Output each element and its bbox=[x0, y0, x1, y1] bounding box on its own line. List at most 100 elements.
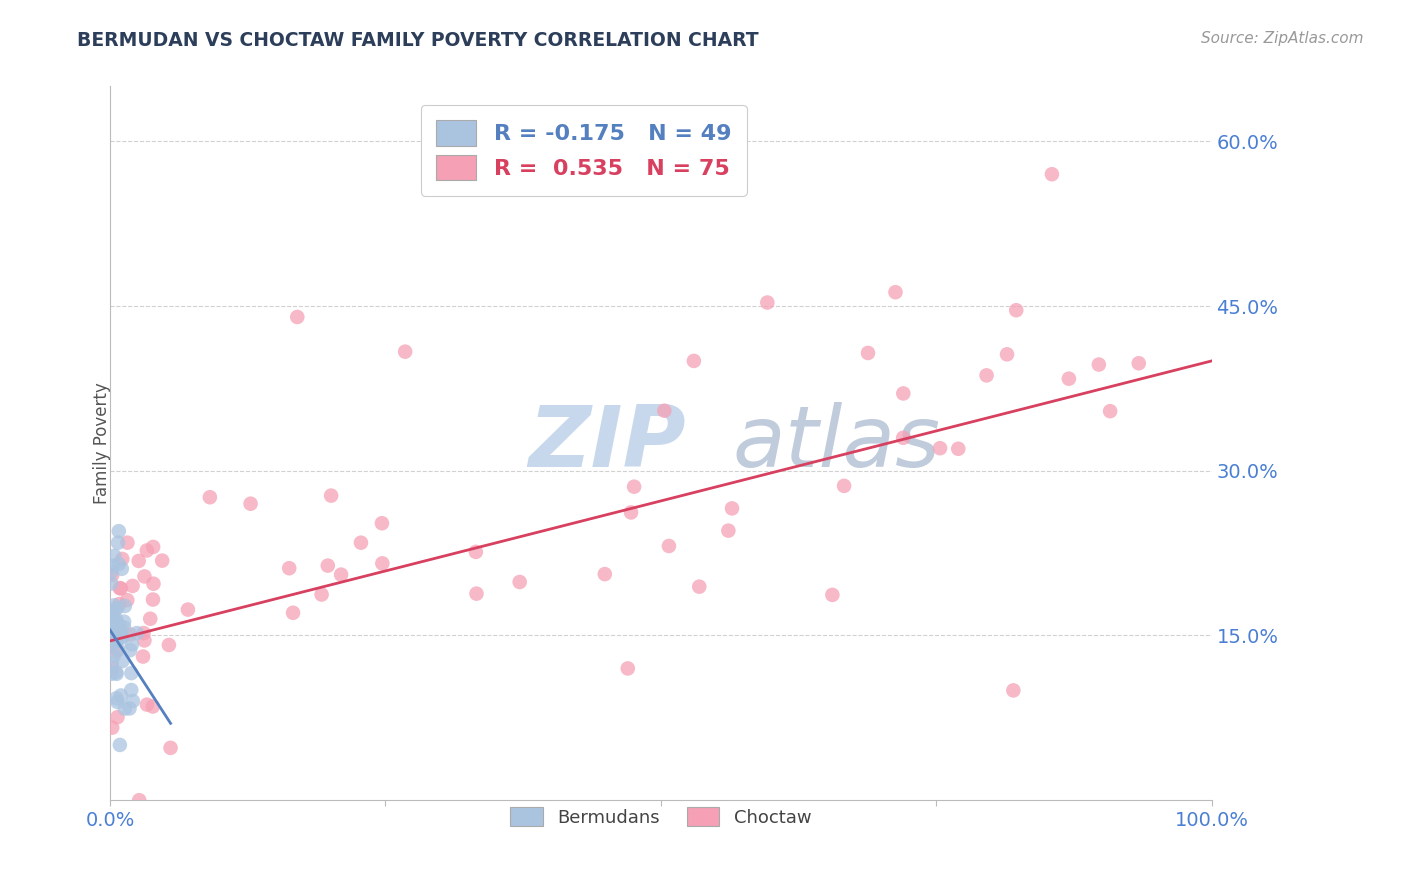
Point bbox=[108, 597, 131, 611]
Point bbox=[114, 701, 136, 715]
Text: ZIP: ZIP bbox=[529, 401, 686, 484]
Point bbox=[464, 545, 486, 559]
Point bbox=[128, 554, 150, 568]
Point bbox=[108, 581, 131, 595]
Point bbox=[103, 599, 125, 613]
Point bbox=[120, 627, 142, 641]
Point bbox=[103, 648, 125, 663]
Point bbox=[101, 558, 124, 573]
Point bbox=[285, 310, 308, 324]
Point bbox=[623, 480, 645, 494]
Point bbox=[107, 524, 129, 538]
Point bbox=[278, 561, 301, 575]
Point bbox=[616, 661, 638, 675]
Point bbox=[394, 344, 416, 359]
Point bbox=[321, 489, 343, 503]
Point bbox=[132, 649, 155, 664]
Point bbox=[142, 576, 165, 591]
Point bbox=[884, 285, 907, 300]
Point bbox=[120, 683, 142, 698]
Point bbox=[103, 602, 125, 616]
Point bbox=[103, 549, 125, 563]
Point bbox=[948, 442, 970, 456]
Point bbox=[105, 695, 128, 709]
Point bbox=[108, 738, 131, 752]
Point bbox=[101, 721, 124, 735]
Point bbox=[856, 346, 879, 360]
Point bbox=[121, 579, 143, 593]
Point bbox=[101, 661, 124, 675]
Point bbox=[717, 524, 740, 538]
Point bbox=[100, 666, 122, 681]
Point bbox=[120, 666, 142, 681]
Point bbox=[101, 568, 124, 582]
Point bbox=[105, 666, 128, 681]
Point bbox=[134, 569, 156, 583]
Point bbox=[1005, 303, 1028, 318]
Point bbox=[107, 710, 129, 724]
Point bbox=[139, 612, 162, 626]
Point bbox=[105, 601, 128, 615]
Point bbox=[103, 620, 125, 634]
Point bbox=[101, 617, 124, 632]
Point bbox=[107, 620, 129, 634]
Point bbox=[100, 565, 122, 579]
Point bbox=[110, 689, 132, 703]
Point bbox=[100, 576, 122, 591]
Text: BERMUDAN VS CHOCTAW FAMILY POVERTY CORRELATION CHART: BERMUDAN VS CHOCTAW FAMILY POVERTY CORRE… bbox=[77, 31, 759, 50]
Point bbox=[105, 665, 128, 680]
Point bbox=[756, 295, 779, 310]
Point bbox=[1057, 372, 1080, 386]
Point bbox=[371, 557, 394, 571]
Point bbox=[1002, 683, 1025, 698]
Point bbox=[114, 599, 136, 613]
Legend: Bermudans, Choctaw: Bermudans, Choctaw bbox=[503, 800, 818, 834]
Point bbox=[832, 479, 855, 493]
Point bbox=[112, 615, 135, 629]
Point bbox=[620, 505, 643, 519]
Y-axis label: Family Poverty: Family Poverty bbox=[93, 383, 111, 504]
Point bbox=[105, 643, 128, 657]
Point bbox=[107, 535, 129, 549]
Point bbox=[105, 624, 128, 639]
Point bbox=[891, 386, 914, 401]
Point bbox=[371, 516, 394, 531]
Point bbox=[198, 490, 221, 504]
Point bbox=[110, 582, 132, 596]
Point bbox=[150, 554, 173, 568]
Point bbox=[721, 501, 744, 516]
Point bbox=[111, 631, 134, 645]
Point bbox=[159, 740, 181, 755]
Point bbox=[111, 628, 134, 642]
Point bbox=[142, 540, 165, 554]
Point bbox=[658, 539, 681, 553]
Point bbox=[100, 624, 122, 638]
Point bbox=[465, 587, 488, 601]
Point bbox=[110, 624, 132, 639]
Point bbox=[330, 567, 353, 582]
Point bbox=[117, 535, 139, 549]
Point bbox=[929, 441, 952, 455]
Point bbox=[136, 698, 159, 712]
Point bbox=[132, 626, 155, 640]
Point bbox=[1099, 404, 1122, 418]
Point bbox=[105, 612, 128, 626]
Point bbox=[142, 699, 165, 714]
Point bbox=[995, 347, 1018, 361]
Point bbox=[111, 654, 134, 668]
Point bbox=[101, 657, 124, 671]
Point bbox=[316, 558, 339, 573]
Text: Source: ZipAtlas.com: Source: ZipAtlas.com bbox=[1201, 31, 1364, 46]
Point bbox=[683, 354, 706, 368]
Point bbox=[107, 557, 129, 571]
Point bbox=[177, 602, 200, 616]
Point bbox=[1040, 167, 1063, 181]
Point bbox=[157, 638, 180, 652]
Point bbox=[350, 535, 373, 549]
Point bbox=[239, 497, 262, 511]
Point bbox=[311, 588, 333, 602]
Point bbox=[1088, 358, 1111, 372]
Point bbox=[117, 593, 139, 607]
Point bbox=[111, 562, 134, 576]
Point bbox=[100, 636, 122, 650]
